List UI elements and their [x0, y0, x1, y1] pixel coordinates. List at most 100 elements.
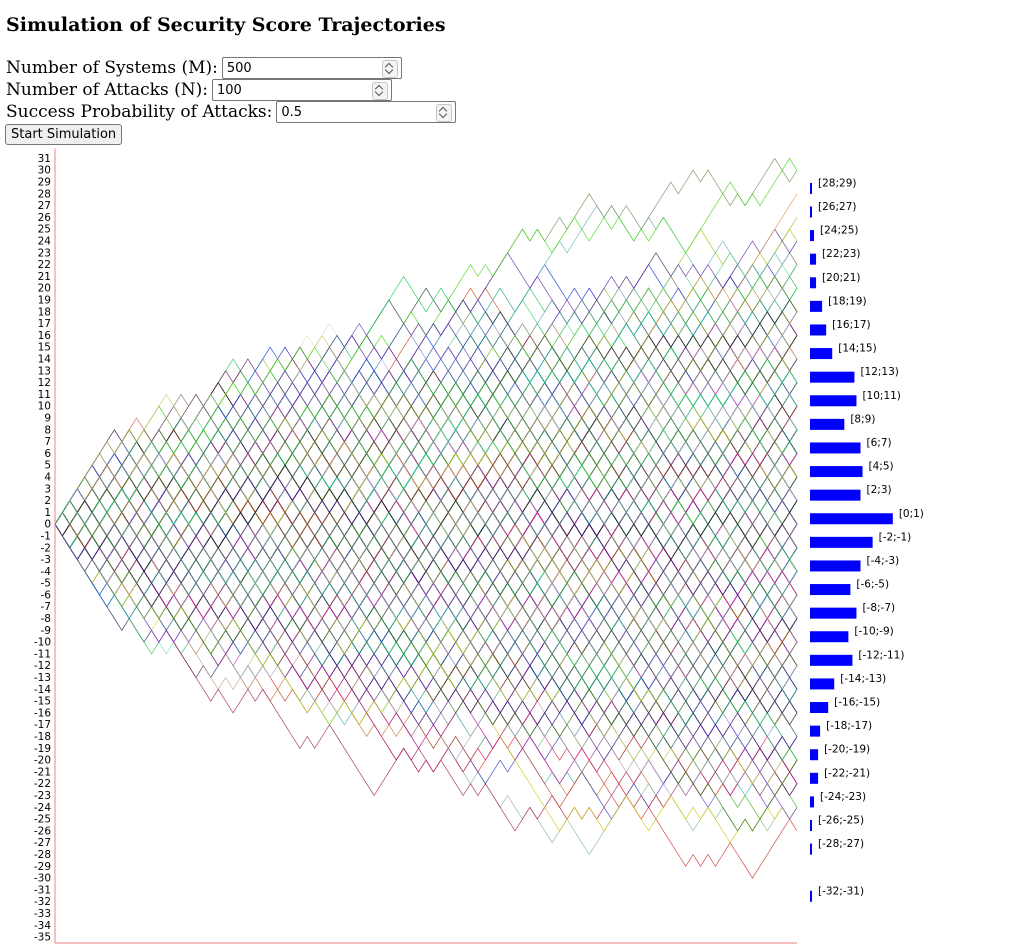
trajectory-line [54, 511, 798, 690]
trajectory-line [54, 358, 798, 549]
trajectory-line [54, 499, 798, 679]
trajectory-line [54, 464, 798, 667]
trajectory-line [54, 499, 798, 797]
trajectory-line [54, 488, 798, 667]
trajectory-line [54, 476, 798, 679]
trajectory-line [54, 440, 798, 572]
trajectory-line [54, 429, 798, 537]
trajectory-line [54, 275, 798, 525]
trajectory-line [54, 311, 798, 537]
trajectory-line [54, 464, 798, 667]
trajectory-line [54, 429, 798, 631]
histogram-bin-label: [20;21) [822, 272, 860, 284]
histogram-bar [810, 348, 833, 360]
histogram-bar [810, 536, 873, 548]
y-tick-label: 5 [44, 460, 51, 472]
histogram-bin-label: [4;5) [869, 461, 894, 473]
trajectory-line [54, 440, 798, 572]
trajectory-line [54, 452, 798, 584]
trajectory-line [54, 488, 798, 596]
trajectory-line [54, 464, 798, 572]
trajectory-line [54, 511, 798, 643]
trajectory-line [54, 524, 798, 702]
y-tick-label: 10 [38, 401, 51, 413]
trajectory-line [54, 429, 798, 631]
trajectory-line [54, 381, 798, 631]
trajectory-line [54, 370, 798, 572]
trajectory-line [54, 511, 798, 643]
spinner-icon[interactable] [436, 104, 453, 122]
attacks-value: 100 [216, 82, 242, 98]
trajectory-line [54, 488, 798, 596]
trajectory-line [54, 523, 798, 655]
y-tick-label: 3 [44, 483, 51, 495]
histogram-bin-label: [12;13) [860, 366, 898, 378]
histogram-bar [810, 772, 819, 784]
trajectory-line [54, 499, 798, 608]
trajectory-line [54, 393, 798, 525]
trajectory-line [54, 358, 798, 537]
y-tick-label: -2 [41, 542, 51, 554]
trajectory-line [54, 476, 798, 608]
trajectory-line [54, 452, 798, 679]
y-tick-label: -16 [34, 707, 51, 719]
trajectory-line [54, 499, 798, 631]
histogram-bin-label: [-22;-21) [824, 767, 870, 779]
y-tick-label: -26 [34, 825, 51, 837]
trajectory-line [54, 499, 798, 679]
trajectory-line [54, 511, 798, 714]
trajectory-line [54, 524, 798, 749]
y-tick-label: 19 [38, 294, 51, 306]
trajectory-line [54, 488, 798, 596]
trajectory-line [54, 523, 798, 702]
trajectory-line [54, 523, 798, 631]
trajectory-line [54, 429, 798, 561]
y-tick-label: 17 [38, 318, 51, 330]
y-tick-label: -1 [41, 530, 51, 542]
systems-input[interactable]: 500 [221, 57, 402, 79]
prob-value: 0.5 [281, 104, 303, 120]
y-tick-label: -9 [41, 625, 51, 637]
y-tick-label: -5 [41, 578, 51, 590]
prob-input[interactable]: 0.5 [276, 101, 457, 123]
trajectory-line [54, 452, 798, 561]
trajectory-line [54, 464, 798, 596]
trajectory-line [54, 464, 798, 596]
trajectory-line [54, 287, 798, 537]
trajectory-line [54, 417, 798, 549]
histogram-bin-label: [14;15) [838, 343, 876, 355]
trajectory-line [54, 499, 798, 702]
start-simulation-button[interactable]: Start Simulation [5, 124, 123, 145]
trajectory-line [54, 299, 798, 525]
trajectory-line [54, 157, 798, 525]
trajectory-line [54, 499, 798, 679]
y-tick-label: -8 [41, 613, 51, 625]
trajectory-line [54, 476, 798, 702]
trajectory-line [54, 429, 798, 561]
trajectory-line [54, 429, 798, 655]
trajectory-line [54, 499, 798, 631]
trajectory-line [54, 488, 798, 620]
y-tick-label: 22 [38, 259, 51, 271]
histogram-bar [810, 890, 813, 902]
trajectory-line [54, 476, 798, 608]
histogram-bin-label: [-24;-23) [820, 791, 866, 803]
spinner-icon[interactable] [381, 60, 398, 78]
systems-label: Number of Systems (M): [6, 58, 218, 78]
y-tick-label: 29 [38, 176, 51, 188]
trajectory-line [54, 358, 798, 537]
histogram-bar [810, 749, 819, 761]
y-tick-label: -3 [41, 554, 51, 566]
spinner-icon[interactable] [371, 82, 388, 100]
trajectory-line [54, 524, 798, 820]
trajectory-line [54, 358, 798, 561]
attacks-input[interactable]: 100 [211, 79, 392, 101]
trajectory-line [54, 311, 798, 561]
trajectory-line [54, 311, 798, 655]
trajectory-line [54, 417, 798, 667]
histogram-bar [810, 607, 857, 619]
histogram-bin-label: [2;3) [867, 484, 892, 496]
trajectory-line [54, 370, 798, 549]
trajectory-line [54, 511, 798, 643]
trajectory-line [54, 499, 798, 749]
